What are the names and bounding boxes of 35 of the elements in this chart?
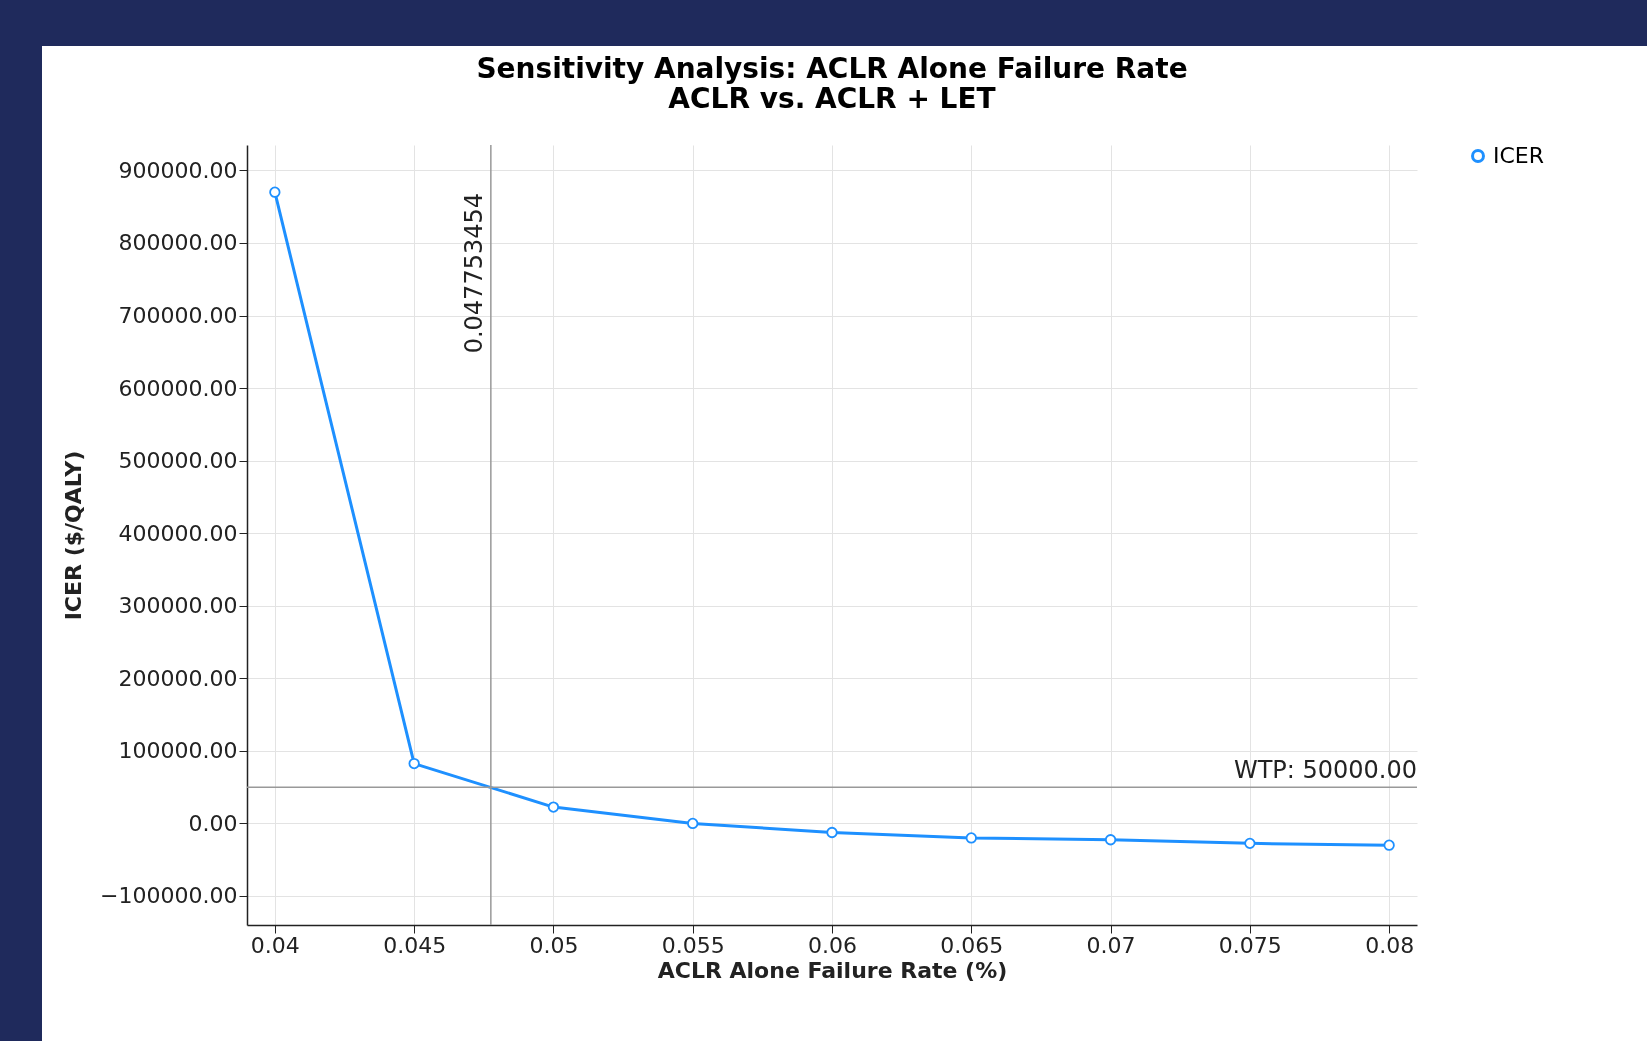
point [687,817,699,830]
point [1244,837,1256,850]
y-axis-title: ICER ($/QALY) [61,450,87,621]
x-tick-label: 0.055 [661,932,725,958]
ref-line-label: 0.047753454 [459,193,488,354]
x-tick-label: 0.075 [1218,932,1282,958]
point [1383,839,1395,851]
y-tick-label: 700000.00 [118,303,238,329]
point [269,186,281,198]
y-tick-label: −100000.00 [100,883,238,909]
y-tick-label: 400000.00 [118,520,238,546]
y-tick-label: 300000.00 [118,593,238,619]
x-tick-label: 0.07 [1086,932,1136,958]
point [547,801,560,813]
x-tick-label: 0.045 [383,932,447,958]
y-tick-label: 0.00 [188,810,238,836]
x-tick-label: 0.05 [529,932,579,958]
x-tick-label: 0.06 [808,932,857,958]
y-tick-label: 100000.00 [118,738,238,764]
point [1104,834,1117,846]
chart-title: Sensitivity Analysis: ACLR Alone Failure Rate [476,52,1188,86]
point [408,757,420,770]
point [826,826,838,839]
point [965,832,977,844]
y-tick-label: 800000.00 [118,230,238,256]
x-tick-label: 0.04 [250,932,300,958]
y-tick-label: 200000.00 [118,665,238,691]
ref-line-label: WTP: 50000.00 [1233,756,1417,785]
legend-label: ICER [1493,143,1545,168]
y-tick-label: 600000.00 [118,375,238,401]
x-tick-label: 0.08 [1365,932,1415,958]
y-tick-label: 900000.00 [118,157,238,183]
x-axis-title: ACLR Alone Failure Rate (%) [657,957,1008,983]
y-tick-label: 500000.00 [118,448,238,474]
x-tick-label: 0.065 [940,932,1004,958]
